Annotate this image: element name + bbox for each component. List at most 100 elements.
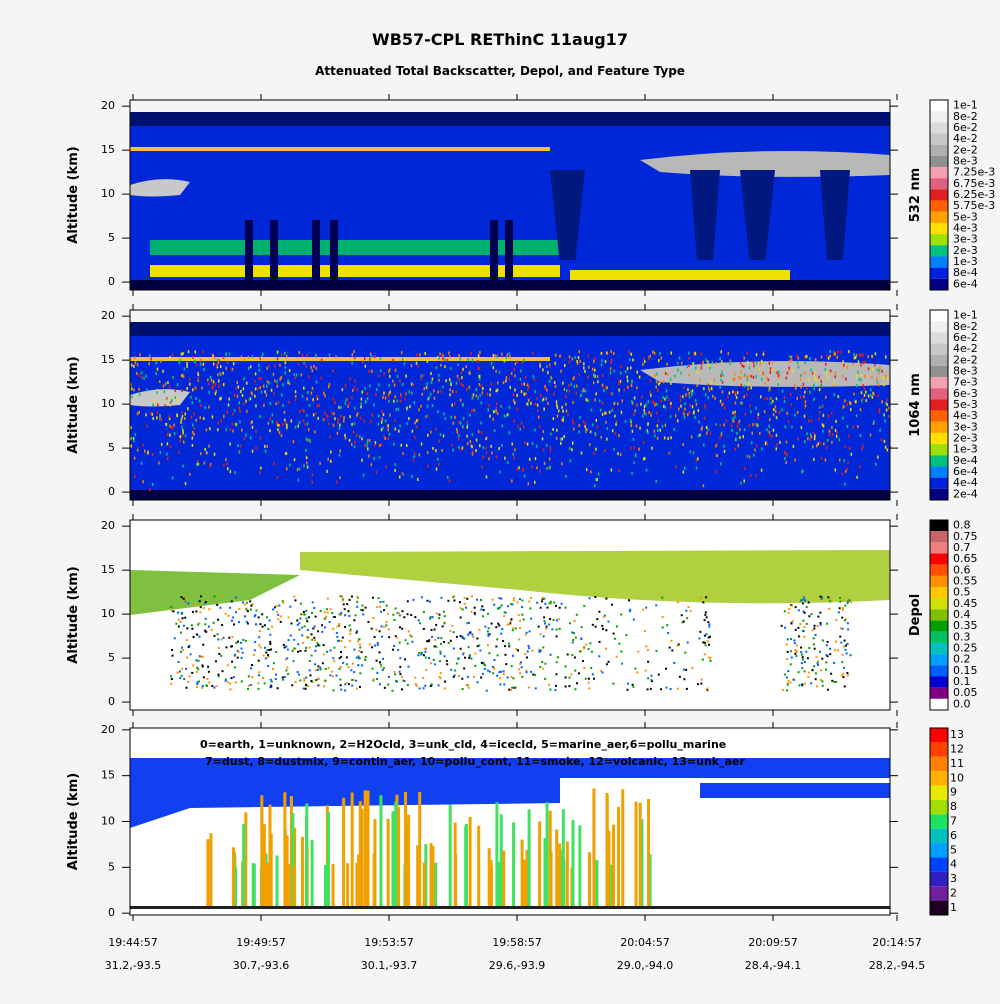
- speckle: [509, 622, 512, 625]
- speckle: [507, 642, 510, 645]
- speckle: [355, 433, 358, 437]
- speckle: [445, 379, 447, 383]
- speckle: [260, 466, 262, 470]
- speckle: [459, 647, 462, 650]
- speckle: [676, 419, 679, 423]
- speckle: [500, 632, 503, 635]
- speckle: [609, 371, 612, 375]
- speckle: [520, 369, 522, 373]
- speckle: [422, 627, 425, 630]
- speckle: [707, 386, 710, 390]
- speckle: [562, 416, 565, 420]
- speckle: [259, 386, 261, 390]
- speckle: [258, 636, 261, 639]
- speckle: [566, 389, 568, 393]
- speckle: [243, 603, 246, 606]
- speckle: [803, 414, 806, 418]
- speckle: [667, 437, 669, 441]
- speckle: [733, 377, 736, 381]
- speckle: [678, 407, 680, 411]
- speckle: [520, 666, 523, 669]
- speckle: [876, 368, 878, 372]
- speckle: [233, 623, 236, 626]
- speckle: [715, 469, 718, 473]
- speckle: [661, 616, 664, 619]
- speckle: [294, 425, 297, 429]
- colorbar-tick-label: 2e-4: [953, 487, 978, 500]
- speckle: [277, 400, 280, 404]
- speckle: [539, 633, 542, 636]
- speckle: [238, 406, 240, 410]
- speckle: [655, 604, 658, 607]
- speckle: [571, 448, 573, 452]
- speckle: [479, 649, 482, 652]
- speckle: [507, 460, 509, 464]
- speckle: [418, 408, 420, 412]
- colorbar-swatch: [930, 278, 948, 290]
- colorbar-tick-label: 2e-3: [953, 432, 978, 445]
- speckle: [787, 670, 790, 673]
- speckle: [411, 391, 413, 395]
- speckle: [530, 401, 532, 405]
- speckle: [142, 480, 144, 484]
- colorbar-tick-label: 9: [950, 786, 957, 799]
- speckle: [288, 400, 290, 404]
- speckle: [277, 428, 279, 432]
- speckle: [467, 684, 470, 687]
- speckle: [130, 426, 132, 430]
- speckle: [298, 622, 301, 625]
- speckle: [508, 377, 511, 381]
- speckle: [314, 412, 317, 416]
- colorbar-tick-label: 3: [950, 872, 957, 885]
- speckle: [733, 372, 736, 376]
- speckle: [273, 392, 275, 396]
- speckle: [612, 682, 615, 685]
- speckle: [831, 440, 833, 444]
- speckle: [143, 376, 145, 380]
- speckle: [471, 433, 474, 437]
- speckle: [587, 354, 590, 358]
- speckle: [630, 423, 633, 427]
- speckle: [458, 353, 460, 357]
- speckle: [579, 415, 581, 419]
- speckle: [762, 352, 765, 356]
- speckle: [212, 380, 215, 384]
- speckle: [598, 610, 601, 613]
- speckle: [700, 682, 703, 685]
- speckle: [182, 624, 185, 627]
- speckle: [664, 405, 667, 409]
- speckle: [511, 629, 514, 632]
- speckle: [191, 357, 193, 361]
- speckle: [379, 369, 382, 373]
- speckle: [344, 433, 346, 437]
- speckle: [395, 407, 398, 411]
- speckle: [707, 636, 710, 639]
- feature-column: [366, 790, 370, 907]
- speckle: [504, 645, 507, 648]
- speckle: [594, 368, 596, 372]
- speckle: [809, 390, 811, 394]
- speckle: [532, 673, 535, 676]
- speckle: [469, 631, 472, 634]
- speckle: [454, 669, 457, 672]
- speckle: [283, 676, 286, 679]
- speckle: [195, 418, 197, 422]
- speckle: [549, 602, 552, 605]
- aerosol: [150, 240, 560, 255]
- speckle: [628, 599, 631, 602]
- speckle: [475, 388, 478, 392]
- speckle: [810, 613, 813, 616]
- speckle: [295, 394, 297, 398]
- speckle: [834, 375, 836, 379]
- speckle: [415, 425, 418, 429]
- speckle: [354, 614, 357, 617]
- speckle: [564, 606, 567, 609]
- speckle: [420, 377, 422, 381]
- speckle: [232, 676, 235, 679]
- speckle: [835, 419, 837, 423]
- speckle: [332, 615, 335, 618]
- speckle: [707, 396, 709, 400]
- speckle: [435, 427, 437, 431]
- speckle: [257, 682, 260, 685]
- speckle: [393, 383, 396, 387]
